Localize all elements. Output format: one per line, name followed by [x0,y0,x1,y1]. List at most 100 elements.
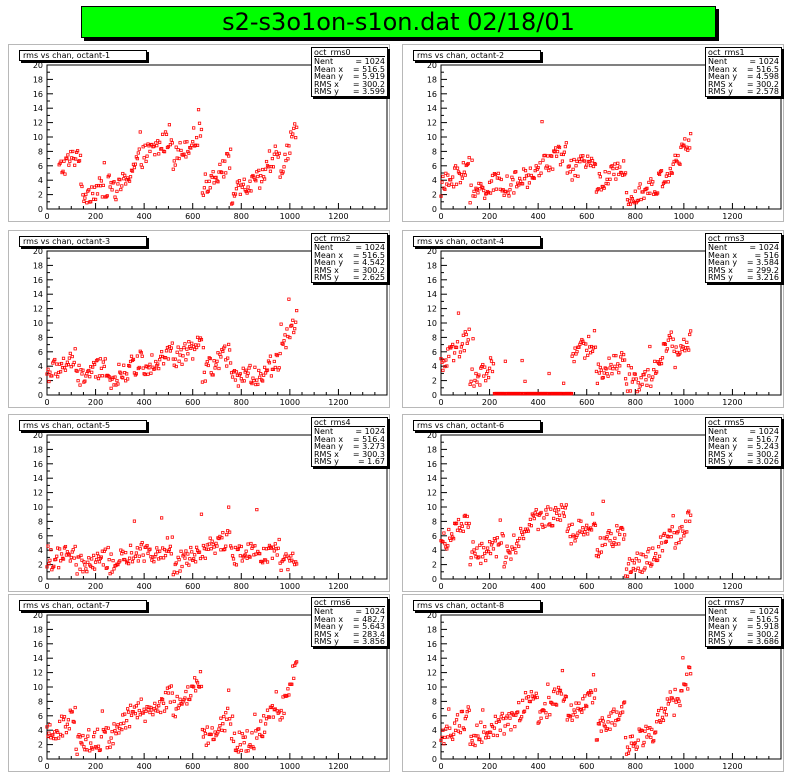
data-point [548,522,552,526]
data-point [618,364,622,368]
data-point [628,735,633,739]
data-point [475,187,479,192]
x-tick-label: 400 [531,762,546,771]
data-point [259,174,263,178]
data-point [114,732,118,736]
data-point [554,511,559,515]
y-tick-label: 10 [33,133,43,142]
data-point [445,724,449,728]
data-point [617,717,621,721]
data-point [99,366,103,370]
data-point [99,179,103,183]
data-point [525,185,530,189]
x-tick-label: 600 [579,582,594,591]
y-tick-label: 12 [33,669,43,678]
data-point [111,375,115,380]
data-point [537,720,541,724]
data-point [95,727,100,731]
data-point [118,178,122,182]
data-point [680,689,684,693]
data-point [653,359,657,363]
stats-value: = 3.216 [746,273,779,283]
data-point [685,530,689,534]
data-point [164,132,169,137]
data-point [560,505,565,509]
stats-value: = 1024 [749,57,779,67]
data-point [618,165,622,169]
data-point [526,529,531,533]
data-point [215,544,219,548]
y-tick-label: 8 [432,333,437,342]
data-point [659,541,664,545]
data-point [286,567,290,572]
data-point [254,179,258,183]
data-point [468,201,472,205]
stats-key: Mean y [708,258,738,268]
data-point [258,375,262,379]
data-point [665,172,669,176]
data-point [183,342,187,346]
stats-key: RMS y [708,273,733,283]
data-point [172,570,176,574]
data-point [138,713,142,717]
data-point [653,555,657,560]
data-point [128,703,133,707]
stats-row: RMS y = 1.67 [314,457,385,465]
data-point [282,165,286,169]
data-point [554,146,558,150]
data-point [141,366,145,370]
data-point [160,516,164,520]
data-point [75,572,79,576]
data-point [270,704,274,708]
data-point [199,127,204,132]
y-tick-label: 20 [427,611,437,620]
data-point [546,682,550,686]
data-point [624,191,629,195]
data-point [615,166,619,170]
data-point [491,188,496,192]
data-point [55,362,59,366]
data-point [119,187,123,192]
data-point [528,166,532,170]
data-point [154,552,158,556]
data-point [479,561,483,566]
data-point [663,707,668,711]
data-point [249,189,253,193]
data-point [93,375,98,379]
data-point [477,373,481,377]
data-point [534,691,538,695]
data-point [474,734,478,738]
data-point [246,749,250,753]
data-point [521,532,525,537]
data-point [674,700,678,704]
data-point [147,705,151,709]
data-point [186,352,190,356]
data-point [59,159,63,163]
data-point [67,163,71,167]
data-point [88,375,92,379]
data-point [137,365,141,370]
data-point [114,198,118,202]
data-point [649,384,653,388]
data-point [99,735,103,739]
data-point [222,714,226,719]
data-point [466,161,470,166]
data-point [501,717,505,721]
data-point [52,736,56,741]
data-point [505,174,509,178]
y-tick-label: 20 [427,247,437,256]
data-point [657,554,662,558]
stats-value: = 3.599 [352,87,385,97]
y-tick-label: 6 [432,348,437,357]
x-tick-label: 1200 [722,212,742,221]
data-point [636,198,640,202]
data-point [78,153,83,157]
data-point [263,167,268,171]
data-point [607,529,611,533]
data-point [173,163,177,167]
data-point [234,370,239,374]
stats-key: Mean x [708,614,738,624]
data-point [113,729,117,733]
data-point [492,726,497,730]
data-point [517,700,521,705]
